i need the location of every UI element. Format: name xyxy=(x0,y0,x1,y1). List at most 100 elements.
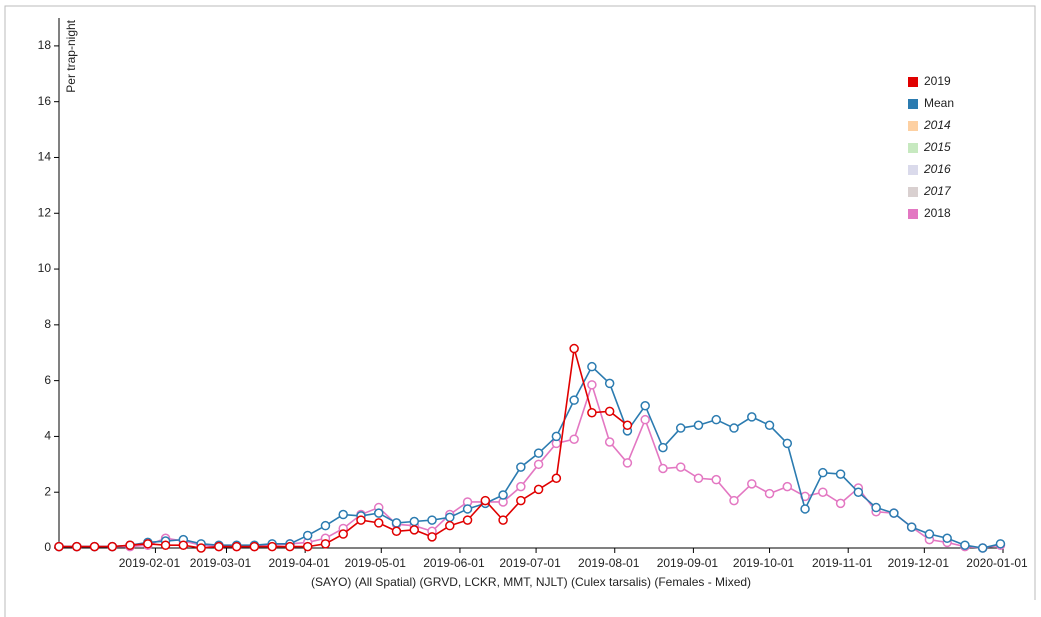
data-point xyxy=(587,380,597,390)
data-point xyxy=(445,512,455,523)
data-point xyxy=(320,539,331,549)
data-point xyxy=(871,502,881,513)
x-tick-label: 2019-10-01 xyxy=(733,556,795,570)
legend-label: Mean xyxy=(924,96,954,110)
data-point xyxy=(569,395,579,405)
y-tick-label: 18 xyxy=(38,38,52,52)
data-point xyxy=(89,541,100,552)
data-point xyxy=(764,488,775,499)
data-point xyxy=(835,469,846,479)
data-point xyxy=(462,515,473,525)
data-point xyxy=(551,431,562,442)
data-point xyxy=(533,448,544,458)
data-point xyxy=(587,407,597,418)
legend-label: 2014 xyxy=(923,118,951,132)
data-point xyxy=(516,462,526,472)
data-point xyxy=(480,495,491,506)
data-point xyxy=(675,423,686,433)
data-point xyxy=(338,529,348,539)
data-point xyxy=(338,509,348,520)
data-point xyxy=(764,420,775,431)
data-point xyxy=(818,487,828,497)
data-point xyxy=(711,474,721,485)
x-tick-label: 2019-04-01 xyxy=(268,556,330,570)
data-point xyxy=(729,495,739,506)
data-point xyxy=(711,414,721,425)
y-tick-label: 6 xyxy=(44,373,51,387)
x-tick-label: 2019-02-01 xyxy=(119,556,181,570)
data-point xyxy=(640,414,650,425)
x-tick-label: 2019-08-01 xyxy=(578,556,640,570)
data-point xyxy=(196,543,206,553)
data-point xyxy=(853,487,864,497)
data-point xyxy=(640,400,650,411)
data-point xyxy=(373,508,384,518)
data-point xyxy=(516,481,526,492)
legend-swatch xyxy=(908,209,918,219)
x-tick-label: 2019-11-01 xyxy=(812,556,873,570)
data-point xyxy=(533,459,544,470)
data-point xyxy=(622,458,633,468)
data-point xyxy=(924,529,935,539)
data-point xyxy=(427,515,437,525)
data-point xyxy=(54,541,64,552)
data-point xyxy=(729,423,739,433)
data-point xyxy=(604,437,615,447)
data-point xyxy=(409,525,420,535)
x-tick-label: 2019-07-01 xyxy=(499,556,561,570)
legend-label: 2015 xyxy=(923,140,951,154)
frame xyxy=(4,5,1036,617)
data-point xyxy=(356,515,366,525)
legend-swatch xyxy=(908,143,918,153)
data-point xyxy=(302,541,313,552)
data-point xyxy=(178,540,189,550)
y-tick-label: 8 xyxy=(44,317,51,331)
data-point xyxy=(569,343,579,354)
legend-label: 2017 xyxy=(923,184,952,198)
data-point xyxy=(72,541,82,552)
x-tick-label: 2019-03-01 xyxy=(190,556,252,570)
legend-label: 2018 xyxy=(924,206,951,220)
data-point xyxy=(391,518,402,528)
data-point xyxy=(533,484,544,495)
data-point xyxy=(818,467,828,478)
y-tick-label: 14 xyxy=(38,150,52,164)
data-point xyxy=(835,498,846,509)
data-point xyxy=(782,481,793,492)
data-point xyxy=(516,495,526,506)
data-point xyxy=(658,442,668,453)
legend-swatch xyxy=(908,99,918,109)
x-axis-title: (SAYO) (All Spatial) (GRVD, LCKR, MMT, N… xyxy=(311,575,751,589)
data-point xyxy=(942,533,952,543)
data-point xyxy=(800,504,810,514)
y-tick-label: 4 xyxy=(44,429,51,443)
y-tick-label: 10 xyxy=(38,261,52,275)
data-point xyxy=(782,438,793,449)
data-point xyxy=(427,532,437,542)
data-point xyxy=(391,526,402,537)
x-tick-label: 2019-09-01 xyxy=(657,556,719,570)
data-point xyxy=(960,540,970,550)
legend-label: 2019 xyxy=(924,74,951,88)
data-point xyxy=(285,541,295,552)
data-point xyxy=(587,361,597,372)
data-point xyxy=(569,434,579,444)
data-point xyxy=(889,508,899,518)
data-point xyxy=(231,541,242,552)
legend-swatch xyxy=(908,121,918,131)
data-point xyxy=(462,504,473,514)
x-tick-label: 2019-12-01 xyxy=(888,556,950,570)
data-point xyxy=(977,543,988,553)
data-point xyxy=(604,406,615,417)
data-point xyxy=(675,462,686,472)
data-point xyxy=(214,541,224,552)
data-point xyxy=(373,518,384,528)
x-tick-label: 2019-05-01 xyxy=(345,556,407,570)
data-point xyxy=(409,516,420,527)
y-axis-title: Per trap-night xyxy=(64,19,78,92)
data-point xyxy=(498,515,508,525)
data-point xyxy=(249,541,260,552)
legend-swatch xyxy=(908,165,918,175)
